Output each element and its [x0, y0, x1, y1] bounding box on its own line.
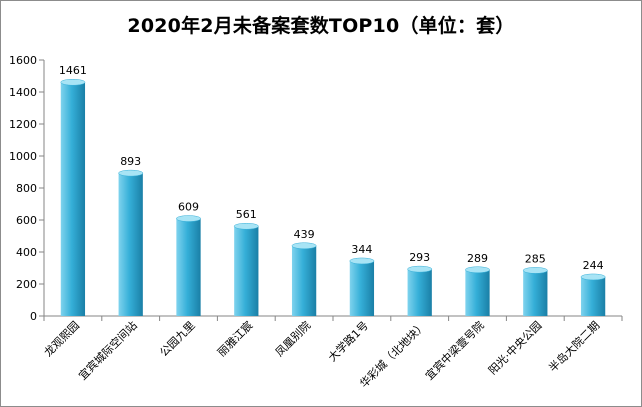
bar [523, 270, 548, 316]
data-labels: 1461 893 609 561 439 344 293 289 285 244 [59, 64, 604, 272]
axes: 0 200 400 600 800 1000 1200 1400 1600 [9, 54, 623, 323]
chart-title: 2020年2月未备案套数TOP10（单位：套） [127, 15, 515, 37]
bar [407, 269, 432, 316]
bar-top [522, 267, 548, 274]
data-label: 289 [467, 252, 488, 265]
y-tick-label: 1000 [9, 150, 37, 163]
bar-top [349, 257, 375, 265]
bar [60, 82, 86, 317]
y-tick-label: 1600 [9, 54, 37, 67]
bar [349, 260, 375, 316]
category-label: 半岛大院二期 [546, 318, 603, 375]
y-tick-label: 1400 [9, 86, 37, 99]
category-label: 大学路1号 [325, 318, 371, 364]
bar-top [60, 78, 86, 86]
category-label: 宜宾城际空间站 [75, 318, 139, 382]
bar [291, 245, 317, 316]
data-label: 893 [120, 155, 141, 168]
category-label: 宜宾中梁壹号院 [422, 318, 486, 382]
bar-top [118, 169, 144, 177]
data-label: 285 [525, 252, 546, 265]
category-label: 丽雅江宸 [214, 318, 255, 359]
bar-top [176, 215, 201, 222]
data-label: 439 [294, 228, 315, 241]
category-label: 凤凰别院 [272, 318, 313, 359]
bar-top [233, 222, 259, 230]
bar [118, 173, 143, 316]
bar [465, 269, 490, 316]
category-label: 公园九里 [157, 319, 197, 359]
bar [176, 218, 201, 316]
y-tick-label: 400 [16, 246, 37, 259]
y-tick-label: 600 [16, 214, 37, 227]
data-label: 244 [583, 259, 604, 272]
bar-top [465, 266, 490, 274]
bar-top [291, 242, 317, 250]
data-label: 609 [178, 201, 199, 214]
data-label: 1461 [59, 64, 87, 77]
bars [60, 78, 606, 317]
bar [234, 226, 259, 316]
data-label: 344 [351, 243, 372, 256]
data-label: 293 [409, 251, 430, 264]
y-tick-label: 1200 [9, 118, 37, 131]
y-tick-label: 0 [30, 310, 37, 323]
category-label: 阳光·中央公园 [485, 318, 544, 377]
data-label: 561 [236, 208, 257, 221]
bar [580, 276, 606, 316]
y-tick-label: 200 [16, 278, 37, 291]
bar-top [580, 273, 606, 281]
bar-top [407, 265, 433, 273]
category-label: 龙观熙园 [42, 319, 82, 359]
y-tick-label: 800 [16, 182, 37, 195]
